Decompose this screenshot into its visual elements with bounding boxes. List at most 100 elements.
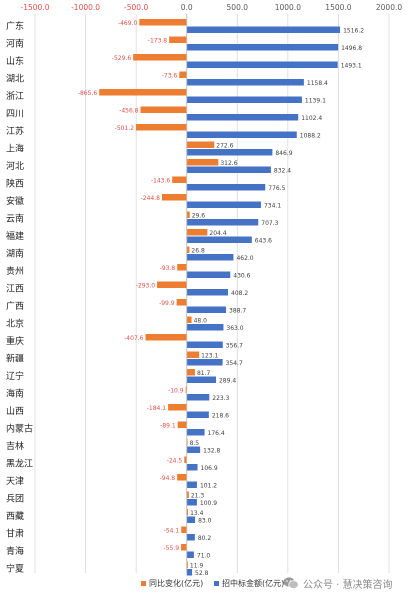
amount-bar	[186, 26, 341, 33]
category-label: 兵团	[6, 493, 24, 505]
change-data-label: 13.4	[190, 510, 204, 517]
amount-data-label: 100.9	[200, 500, 217, 507]
amount-data-label: 176.4	[208, 430, 225, 437]
category-label: 福建	[6, 230, 24, 242]
amount-data-label: 356.7	[226, 342, 243, 349]
change-data-label: -407.6	[124, 335, 144, 342]
x-tick-label: -500.0	[124, 3, 148, 12]
amount-bar	[186, 394, 210, 401]
amount-bar	[186, 359, 223, 366]
amount-data-label: 643.6	[255, 237, 272, 244]
amount-data-label: 430.6	[233, 272, 250, 279]
change-bar	[136, 124, 187, 131]
change-bar	[177, 264, 187, 271]
category-label: 河北	[6, 160, 24, 172]
change-bar	[186, 316, 192, 323]
change-bar	[99, 89, 187, 96]
amount-data-label: 388.7	[229, 307, 246, 314]
change-data-label: 123.1	[201, 352, 218, 359]
change-bar	[181, 544, 187, 551]
change-bar	[140, 106, 187, 113]
change-data-label: -173.8	[148, 37, 168, 44]
amount-data-label: 354.7	[226, 360, 243, 367]
bars: -469.0 1516.2 -173.8 1496.8 -529.6 1493.1 -73.…	[78, 14, 364, 577]
change-data-label: -529.6	[112, 55, 132, 62]
change-data-label: 11.9	[190, 562, 204, 569]
amount-bar	[186, 79, 304, 86]
category-label: 北京	[6, 318, 24, 330]
amount-bar	[186, 376, 216, 383]
watermark: 公众号 · 慧决策咨询	[283, 574, 393, 592]
change-data-label: 29.6	[192, 212, 206, 219]
legend-label-amount: 招中标金额(亿元)	[222, 578, 284, 588]
amount-bar	[186, 306, 227, 313]
change-data-label: -10.9	[168, 387, 184, 394]
amount-bar	[186, 201, 261, 208]
x-tick-label: 0.0	[181, 3, 193, 12]
x-tick-label: 1000.0	[275, 3, 301, 12]
change-bar	[186, 229, 208, 236]
category-label: 青海	[6, 545, 24, 557]
change-bar	[185, 386, 187, 393]
category-label: 新疆	[6, 353, 24, 365]
change-bar	[179, 71, 187, 78]
amount-bar	[186, 114, 299, 121]
change-data-label: -89.1	[160, 422, 176, 429]
category-label: 上海	[6, 143, 24, 155]
amount-bar	[186, 271, 231, 278]
change-data-label: 81.7	[197, 370, 211, 377]
amount-bar	[186, 289, 229, 296]
x-tick-label: 500.0	[227, 3, 249, 12]
amount-bar	[186, 516, 196, 523]
change-bar	[186, 561, 188, 568]
change-data-label: 26.8	[191, 247, 205, 254]
category-label: 浙江	[6, 90, 24, 102]
category-label: 山东	[6, 55, 24, 67]
amount-data-label: 83.0	[198, 517, 212, 524]
category-label: 河南	[6, 38, 24, 50]
change-bar	[186, 509, 189, 516]
amount-data-label: 1102.4	[301, 115, 322, 122]
change-bar	[186, 369, 195, 376]
amount-bar	[186, 551, 194, 558]
change-data-label: -55.9	[164, 545, 180, 552]
amount-data-label: 363.0	[226, 325, 243, 332]
amount-data-label: 1493.1	[341, 62, 362, 69]
amount-data-label: 1158.4	[307, 80, 328, 87]
change-bar	[186, 491, 189, 498]
amount-data-label: 462.0	[236, 255, 253, 262]
amount-bar	[186, 166, 271, 173]
category-label: 江西	[6, 284, 24, 295]
change-bar	[176, 299, 187, 306]
amount-bar	[186, 411, 209, 418]
change-data-label: -24.5	[167, 457, 183, 464]
amount-bar	[186, 464, 198, 471]
amount-data-label: 408.2	[231, 290, 248, 297]
amount-data-label: 1088.2	[300, 132, 321, 139]
change-data-label: 272.6	[216, 142, 233, 149]
category-label: 天津	[6, 476, 24, 487]
change-bar	[161, 194, 187, 201]
change-data-label: -94.8	[160, 475, 176, 482]
change-data-label: -501.2	[115, 125, 135, 132]
change-data-label: -244.8	[141, 195, 161, 202]
amount-data-label: 734.1	[264, 202, 281, 209]
amount-bar	[186, 499, 197, 506]
category-label: 内蒙古	[6, 423, 33, 435]
change-bar	[186, 141, 215, 148]
category-label: 贵州	[6, 265, 24, 277]
category-label: 陕西	[6, 178, 24, 190]
amount-bar	[186, 131, 297, 138]
change-bar	[168, 404, 187, 411]
amount-bar	[186, 219, 259, 226]
amount-data-label: 101.2	[200, 482, 217, 489]
change-bar	[177, 421, 187, 428]
change-data-label: 8.5	[190, 440, 200, 447]
change-data-label: -54.1	[164, 527, 180, 534]
amount-data-label: 1496.8	[341, 45, 362, 52]
amount-bar	[186, 429, 205, 436]
category-label: 海南	[6, 388, 24, 400]
legend-swatch-amount	[214, 581, 219, 586]
amount-data-label: 106.9	[201, 465, 218, 472]
amount-bar	[186, 236, 252, 243]
